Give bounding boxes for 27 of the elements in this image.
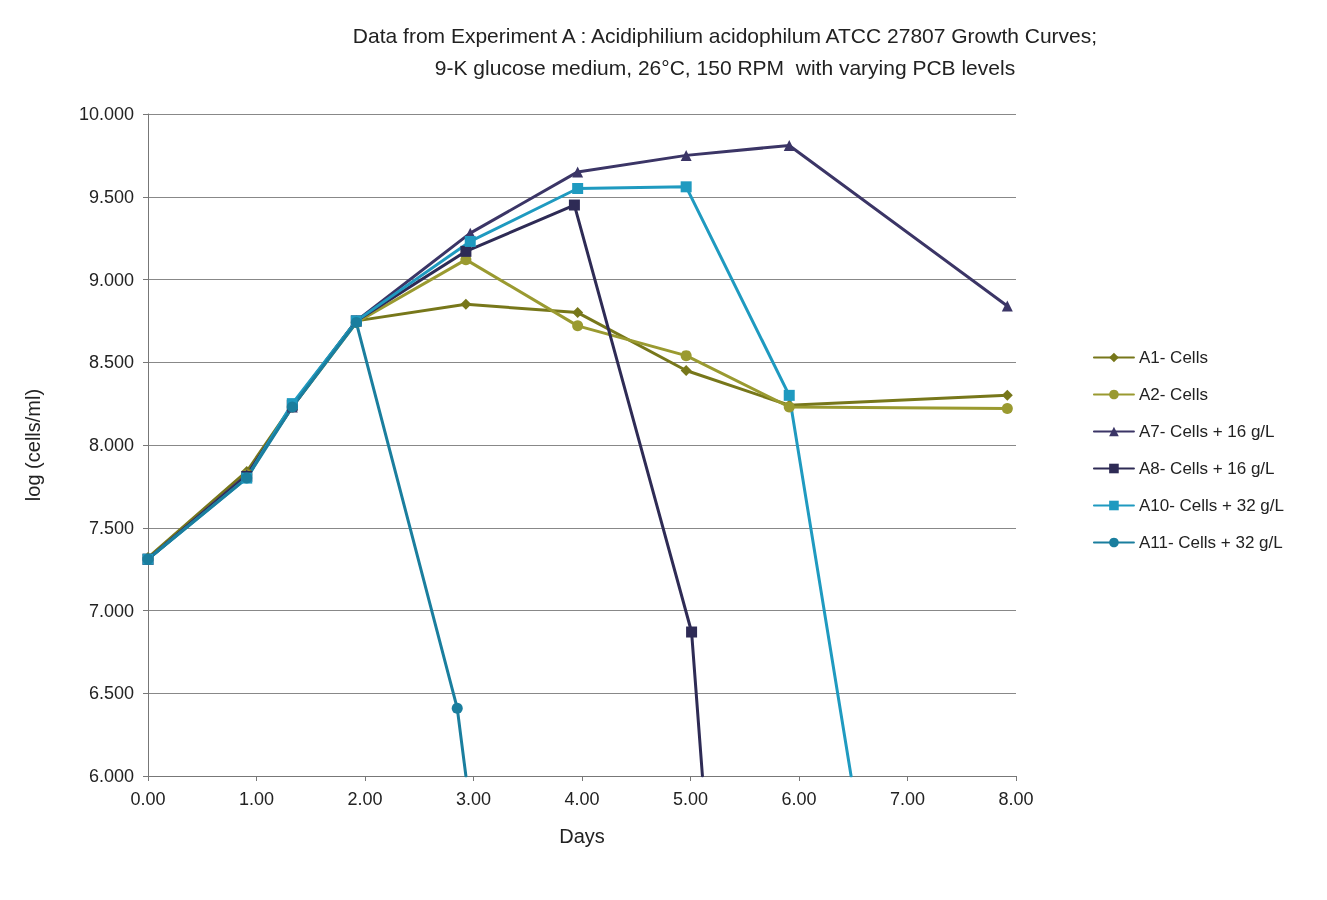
- chart-title: Data from Experiment A : Acidiphilium acidophilum ATCC 27807 Growth Curves; 9-K glucose medium, 26°C, 150 RPM with varying PCB levels: [352, 23, 1098, 79]
- x-tick-label: 3.00: [455, 789, 492, 809]
- legend-label: A10- Cells + 32 g/L: [1138, 496, 1285, 515]
- legend-label: A11- Cells + 32 g/L: [1138, 533, 1283, 552]
- x-tick-label: 1.00: [238, 789, 275, 809]
- x-tick-label: 8.00: [998, 789, 1034, 809]
- legend-label: A8- Cells + 16 g/L: [1138, 459, 1275, 478]
- x-tick-label: 5.00: [672, 789, 709, 809]
- y-tick-label: 10.000: [78, 104, 134, 124]
- x-tick-label: 0.00: [130, 789, 166, 809]
- y-axis-title: log (cells/ml): [22, 388, 44, 502]
- y-tick-label: 8.500: [88, 352, 134, 373]
- legend-label: A7- Cells + 16 g/L: [1138, 422, 1275, 441]
- y-tick-label: 6.500: [88, 683, 134, 704]
- x-axis-title: Days: [559, 825, 605, 847]
- legend-label: A1- Cells: [1138, 348, 1208, 367]
- y-tick-label: 9.000: [88, 269, 134, 290]
- y-tick-label: 9.500: [88, 186, 134, 207]
- y-tick-label: 7.000: [88, 600, 134, 621]
- x-tick-label: 4.00: [564, 789, 600, 809]
- y-tick-label: 6.000: [88, 766, 134, 786]
- legend-label: A2- Cells: [1138, 385, 1208, 404]
- y-tick-label: 8.000: [88, 435, 134, 455]
- y-tick-label: 7.500: [88, 517, 134, 538]
- x-tick-label: 2.00: [347, 789, 383, 809]
- x-tick-label: 6.00: [781, 789, 817, 809]
- x-tick-label: 7.00: [889, 789, 926, 809]
